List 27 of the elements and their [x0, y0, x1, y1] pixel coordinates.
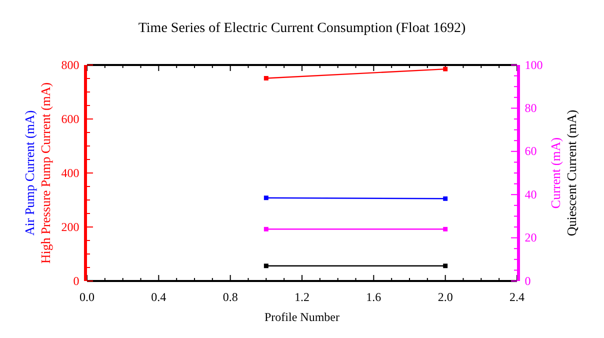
x-tick-label: 2.0 — [438, 290, 453, 304]
x-tick-label: 0.4 — [151, 290, 166, 304]
x-tick-label: 1.6 — [366, 290, 382, 304]
y-tick-label: 400 — [61, 166, 80, 180]
x-tick-label: 2.4 — [510, 290, 524, 304]
y2-tick-label: 100 — [524, 58, 543, 72]
legend-label: Current (mA) — [548, 137, 563, 209]
text: High Pressure Pump Current (mA) — [38, 82, 53, 264]
x-tick-label: 0.0 — [80, 290, 94, 304]
y2-tick-label: 60 — [524, 144, 537, 158]
y-tick-label: 800 — [61, 58, 80, 72]
text: Air Pump Current (mA) — [22, 110, 37, 236]
point — [443, 196, 448, 201]
x-tick-label: 1.2 — [294, 290, 310, 304]
point — [264, 196, 268, 200]
text: Quiescent Current (mA) — [564, 110, 579, 236]
y-tick-label: 600 — [61, 112, 80, 126]
y-tick-label: 200 — [61, 220, 80, 234]
x-tick-label: 0.8 — [222, 290, 238, 304]
x-axis-title: Profile Number — [264, 310, 340, 324]
y-tick-label: 0 — [73, 274, 80, 288]
point — [264, 76, 268, 80]
y2-tick-label: 80 — [524, 101, 537, 116]
chart-title: Time Series of Electric Current Consumption (Float 1692) — [138, 21, 466, 36]
y2-tick-label: 40 — [524, 187, 537, 202]
y2-tick-label: 0 — [524, 274, 531, 288]
y2-tick-label: 20 — [524, 230, 537, 245]
